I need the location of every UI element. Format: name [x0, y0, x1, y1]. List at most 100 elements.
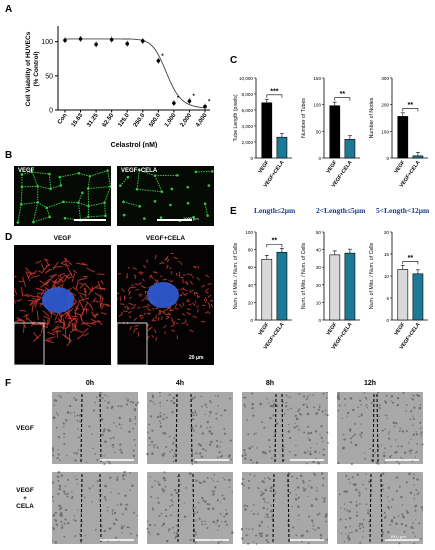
- cell: [262, 506, 265, 510]
- mitochondrion: [133, 274, 137, 277]
- cell: [326, 538, 329, 541]
- cell: [350, 437, 353, 440]
- fit-curve: [65, 38, 206, 109]
- x-tick-label: VEGF: [393, 160, 406, 175]
- cell: [101, 526, 103, 528]
- cell: [69, 412, 72, 414]
- mitochondrion: [205, 291, 209, 294]
- tube-node: [106, 169, 109, 172]
- cell: [65, 418, 68, 422]
- cell: [159, 420, 161, 422]
- cell: [162, 431, 165, 435]
- mitochondrion: [194, 291, 199, 295]
- cell: [255, 543, 258, 545]
- cell: [322, 392, 325, 395]
- mitochondrion: [75, 279, 79, 290]
- cell: [421, 436, 423, 438]
- mitochondrion: [126, 275, 128, 279]
- cell: [378, 415, 380, 418]
- cell: [418, 522, 421, 525]
- cell: [409, 418, 412, 421]
- cell: [244, 405, 247, 408]
- cell: [231, 491, 233, 494]
- cell: [315, 489, 318, 492]
- cell: [148, 423, 151, 426]
- mitochondrion: [168, 306, 172, 310]
- cell: [63, 426, 65, 428]
- cell: [418, 406, 422, 410]
- cell: [104, 440, 107, 443]
- mitochondrion: [99, 303, 110, 306]
- cell: [220, 441, 222, 443]
- tube-segment: [21, 171, 33, 175]
- panel-label-d: D: [5, 232, 13, 243]
- mitochondrion: [27, 273, 32, 279]
- mitochondrion: [126, 307, 129, 310]
- cell: [295, 417, 299, 421]
- cell: [177, 497, 180, 499]
- tube-node: [153, 174, 157, 177]
- cell: [345, 533, 347, 535]
- tube-node: [77, 201, 80, 204]
- cell: [326, 392, 328, 394]
- cell: [350, 441, 353, 444]
- mitochondrion: [140, 316, 144, 320]
- cell: [118, 423, 121, 426]
- mitochondrion: [59, 275, 64, 284]
- cell: [195, 519, 197, 521]
- wound-edge: [272, 473, 275, 543]
- x-tick-label: VEGF: [393, 322, 406, 337]
- data-point: [63, 38, 67, 43]
- scratch-images: [52, 392, 424, 545]
- mitochondrion: [192, 302, 196, 307]
- cell: [269, 449, 272, 452]
- cell: [247, 433, 250, 436]
- cell: [63, 432, 66, 435]
- cell: [106, 406, 109, 409]
- cell: [73, 519, 75, 521]
- mitochondrion: [170, 280, 174, 283]
- cell: [114, 451, 116, 454]
- cell: [243, 452, 246, 454]
- mitochondrion: [165, 317, 170, 320]
- cell: [107, 506, 109, 509]
- mitochondrion: [139, 271, 144, 274]
- cell: [322, 484, 325, 487]
- cell: [415, 488, 418, 491]
- cell: [251, 392, 254, 395]
- cell: [248, 446, 251, 450]
- cell: [246, 419, 248, 422]
- mitochondrion: [64, 335, 72, 341]
- mitochondrion: [35, 260, 42, 264]
- cell: [266, 508, 269, 510]
- cell: [312, 460, 315, 463]
- cell: [314, 450, 317, 454]
- cell: [267, 476, 270, 479]
- cell: [76, 414, 79, 417]
- cell: [111, 513, 114, 515]
- mitochondrion: [48, 310, 54, 314]
- cell: [124, 494, 127, 497]
- cell: [223, 479, 226, 481]
- cell: [221, 520, 223, 523]
- cell: [252, 504, 255, 506]
- cell: [115, 425, 117, 428]
- wound-healing-panel: 0h 4h 8h 12h VEGF VEGF + CELA 1000 μm: [0, 380, 435, 550]
- wound-edge: [99, 473, 102, 543]
- cell: [398, 542, 401, 545]
- y-tick-label: 0: [318, 156, 321, 161]
- cell: [348, 539, 350, 542]
- cell: [98, 392, 102, 394]
- tube-segment: [104, 202, 107, 216]
- tube-node: [103, 201, 106, 205]
- cell: [301, 534, 304, 537]
- tube-segment: [50, 184, 61, 190]
- cell: [111, 511, 114, 513]
- cell: [162, 476, 166, 480]
- bar: [412, 273, 424, 321]
- mitochondrion: [166, 315, 170, 318]
- cell: [54, 518, 56, 521]
- cell: [399, 427, 402, 430]
- mitochondrion: [83, 287, 87, 298]
- cell: [134, 415, 137, 418]
